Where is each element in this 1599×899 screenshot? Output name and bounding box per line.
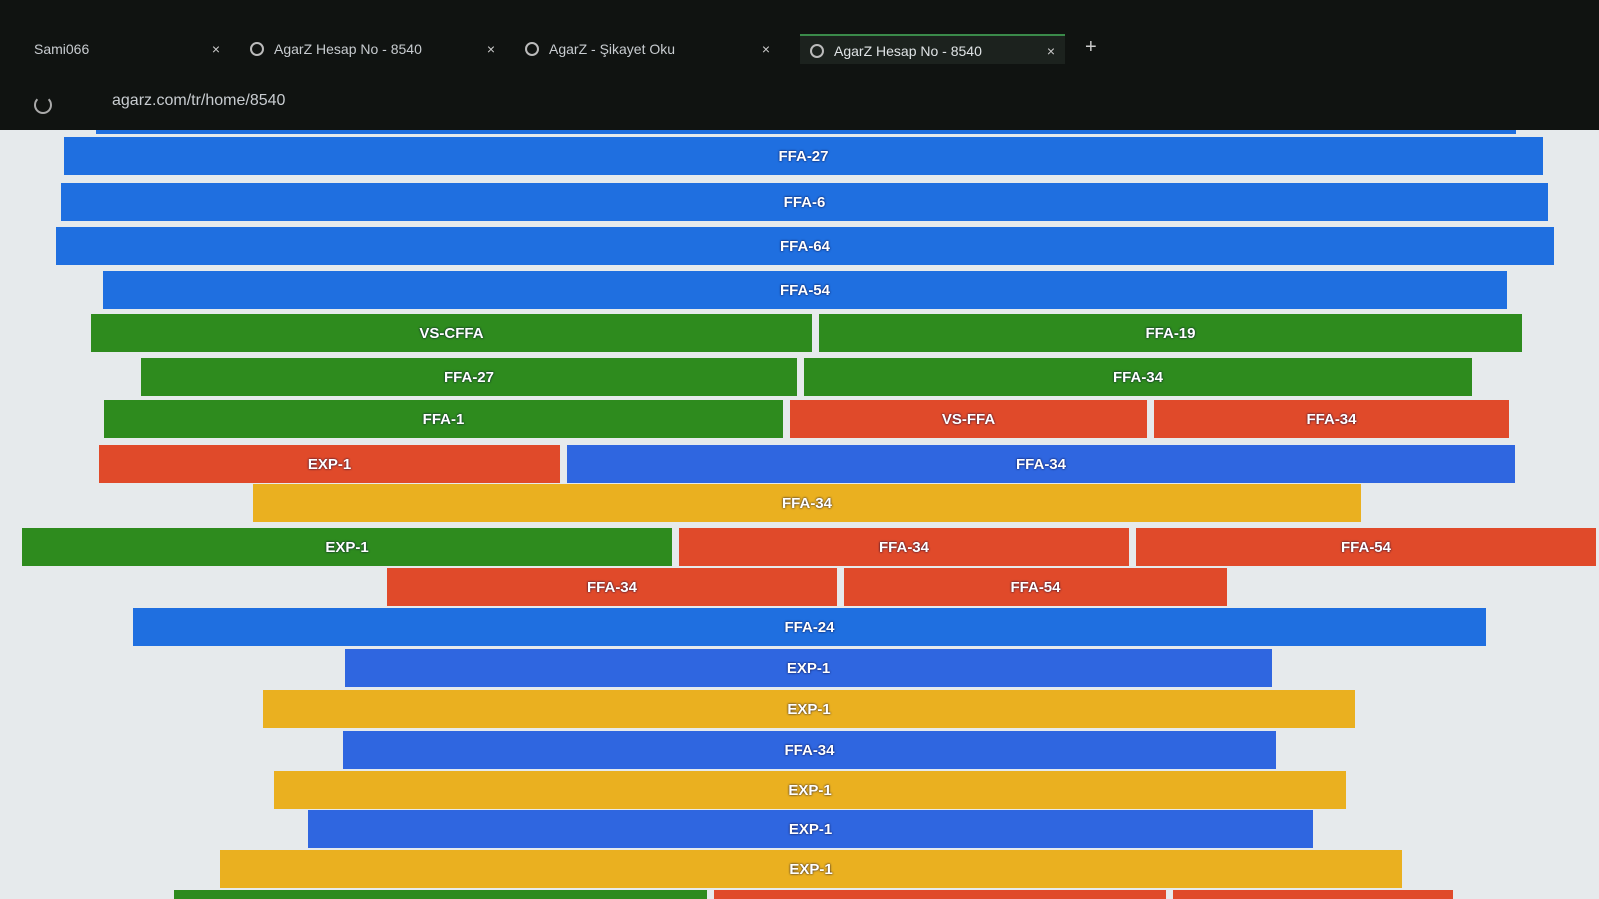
tab[interactable]: AgarZ - Şikayet Oku × [515, 34, 780, 64]
new-tab-button[interactable]: + [1085, 36, 1097, 58]
bar-segment[interactable]: EXP-1 [274, 771, 1346, 809]
tab-title: AgarZ Hesap No - 8540 [274, 41, 422, 57]
tab-icon [525, 42, 539, 56]
bar-segment[interactable]: VS-FFA [790, 400, 1147, 438]
bar-segment[interactable]: FFA-34 [1154, 400, 1509, 438]
tab[interactable]: AgarZ Hesap No - 8540 × [240, 34, 505, 64]
tab-close[interactable]: × [761, 41, 770, 57]
bar-segment[interactable]: FFA-34 [253, 484, 1361, 522]
bar-segment[interactable]: FFA-24 [133, 608, 1486, 646]
bar-segment[interactable]: FFA-19 [819, 314, 1522, 352]
bar-segment[interactable]: FFA-64 [56, 227, 1554, 265]
bar-segment[interactable]: EXP-1 [220, 850, 1402, 888]
address-bar[interactable]: agarz.com/tr/home/8540 [112, 92, 286, 109]
bar-segment[interactable]: VS-CFFA [91, 314, 812, 352]
bar-segment[interactable]: EXP-1 [345, 649, 1272, 687]
reload-button[interactable] [34, 96, 52, 114]
tab-icon [250, 42, 264, 56]
bar-segment[interactable]: FFA-34 [567, 445, 1515, 483]
bar-segment[interactable]: FFA-1 [104, 400, 783, 438]
partial-bar [174, 890, 707, 899]
partial-bar [714, 890, 1166, 899]
tab-title: AgarZ Hesap No - 8540 [834, 43, 982, 59]
bar-segment[interactable]: FFA-54 [1136, 528, 1596, 566]
tab[interactable]: AgarZ Hesap No - 8540 × [800, 34, 1065, 64]
bar-segment[interactable]: FFA-54 [103, 271, 1507, 309]
bar-segment[interactable]: FFA-34 [343, 731, 1276, 769]
tab-title: Sami066 [34, 41, 90, 57]
bar-segment[interactable]: FFA-54 [844, 568, 1227, 606]
tab-icon [810, 44, 824, 58]
bar-segment[interactable]: FFA-27 [141, 358, 797, 396]
partial-bar [1173, 890, 1453, 899]
tab-close[interactable]: × [1046, 43, 1055, 59]
bar-segment[interactable]: FFA-34 [804, 358, 1472, 396]
bar-segment[interactable]: FFA-6 [61, 183, 1548, 221]
bar-segment[interactable]: EXP-1 [99, 445, 560, 483]
bar-segment[interactable]: FFA-34 [387, 568, 837, 606]
tab[interactable]: Sami066 × [0, 34, 230, 64]
bar-segment[interactable]: EXP-1 [263, 690, 1355, 728]
tab-title: AgarZ - Şikayet Oku [549, 41, 676, 57]
tab-close[interactable]: × [211, 41, 220, 57]
bar-segment[interactable]: FFA-27 [64, 137, 1543, 175]
tab-close[interactable]: × [486, 41, 495, 57]
bar-segment[interactable]: FFA-34 [679, 528, 1129, 566]
bar-segment[interactable]: EXP-1 [22, 528, 672, 566]
bar-segment[interactable]: EXP-1 [308, 810, 1313, 848]
browser-chrome: Sami066 × AgarZ Hesap No - 8540 × AgarZ - Şi… [0, 0, 1599, 130]
